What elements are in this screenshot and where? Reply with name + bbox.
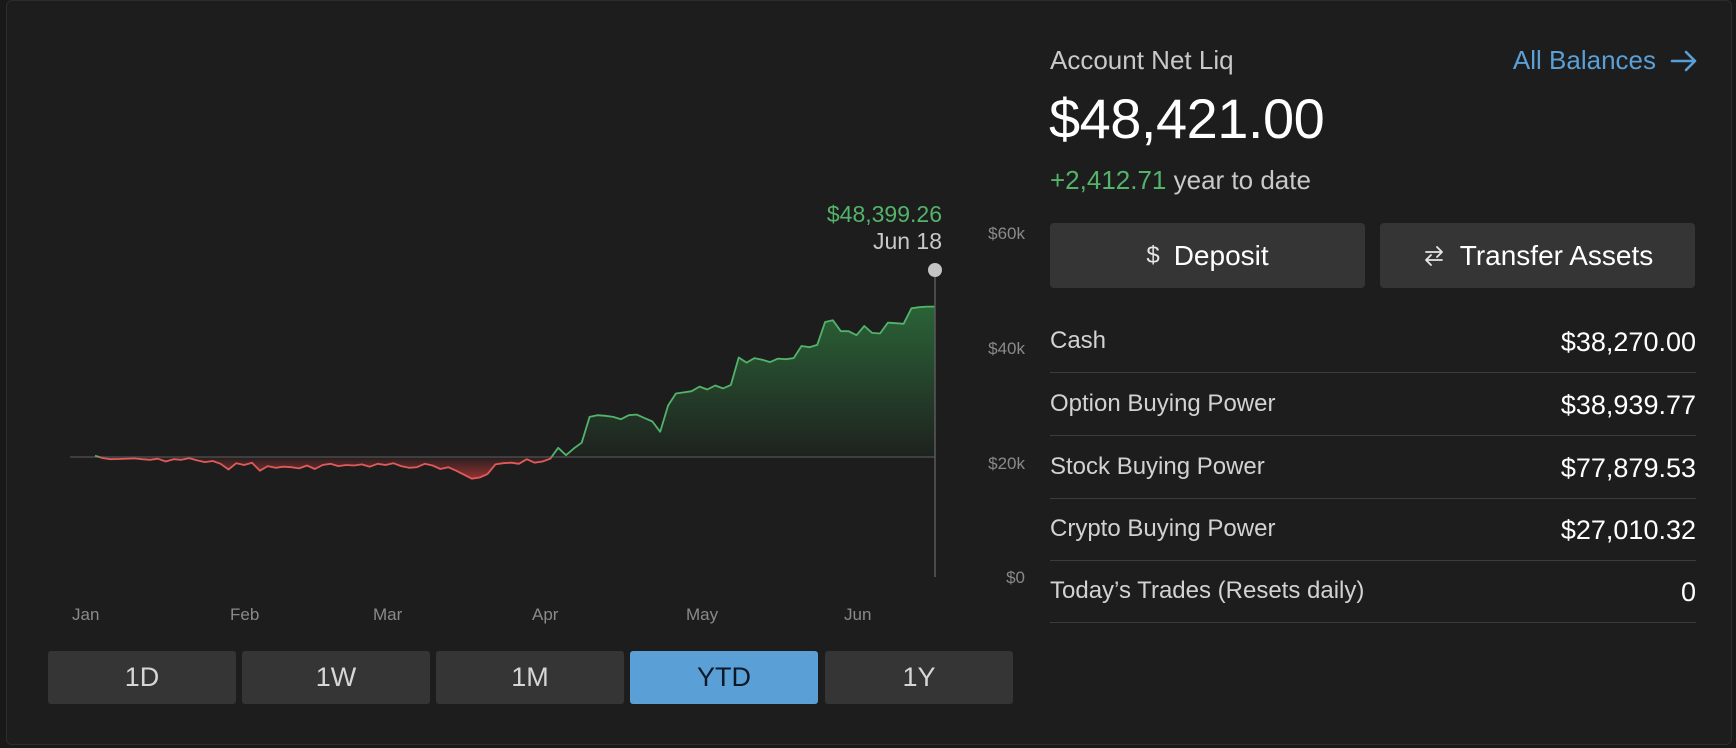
x-tick-label: Mar [373, 605, 403, 624]
ytd-change-label: year to date [1173, 165, 1311, 195]
deposit-label: Deposit [1173, 239, 1269, 271]
balance-value: $38,939.77 [1560, 390, 1696, 420]
y-tick-label: $40k [988, 339, 1025, 358]
balance-row-cash: Cash $38,270.00 [1050, 311, 1696, 373]
balance-value: $27,010.32 [1560, 515, 1696, 545]
transfer-assets-button[interactable]: Transfer Assets [1380, 223, 1695, 288]
balance-value: $77,879.53 [1560, 453, 1696, 483]
x-tick-label: May [686, 605, 719, 624]
range-button-1y[interactable]: 1Y [825, 651, 1013, 704]
y-tick-label: $0 [1006, 568, 1025, 587]
ytd-change: +2,412.71 year to date [1050, 165, 1311, 196]
x-tick-label: Feb [230, 605, 260, 624]
gain-area [551, 306, 935, 457]
balance-value: 0 [1680, 577, 1696, 607]
balance-label: Crypto Buying Power [1050, 515, 1276, 542]
dollar-icon: $ [1146, 241, 1160, 269]
balance-row-stock-buying-power: Stock Buying Power $77,879.53 [1050, 437, 1696, 499]
transfer-assets-label: Transfer Assets [1459, 239, 1654, 271]
x-tick-label: Jan [72, 605, 100, 624]
chart-tooltip-value: $48,399.26 [826, 201, 942, 227]
net-liq-value: $48,421.00 [1049, 87, 1325, 150]
x-tick-label: Jun [844, 605, 872, 624]
all-balances-link[interactable]: All Balances [1513, 45, 1698, 76]
x-tick-label: Apr [532, 605, 559, 624]
balance-row-crypto-buying-power: Crypto Buying Power $27,010.32 [1050, 499, 1696, 561]
gain-series-line [550, 305, 935, 458]
balance-value: $38,270.00 [1560, 327, 1696, 357]
balance-label: Cash [1050, 327, 1107, 354]
y-tick-label: $60k [988, 224, 1025, 243]
crosshair-marker [928, 263, 942, 277]
range-button-1m[interactable]: 1M [436, 651, 624, 704]
gain-series-line [94, 454, 100, 458]
account-title: Account Net Liq [1050, 45, 1234, 75]
balance-label: Option Buying Power [1050, 390, 1276, 417]
transfer-icon [1424, 245, 1443, 266]
range-button-1d[interactable]: 1D [48, 651, 236, 704]
arrow-right-icon [1670, 50, 1697, 71]
balance-label: Stock Buying Power [1050, 453, 1265, 480]
balance-row-todays-trades: Today’s Trades (Resets daily) 0 [1050, 561, 1696, 623]
range-button-ytd[interactable]: YTD [630, 651, 818, 704]
loss-series-line [98, 456, 553, 480]
deposit-button[interactable]: $ Deposit [1050, 223, 1365, 288]
chart-tooltip-date: Jun 18 [872, 228, 942, 254]
ytd-change-amount: +2,412.71 [1050, 165, 1167, 195]
y-tick-label: $20k [988, 454, 1025, 473]
balance-row-option-buying-power: Option Buying Power $38,939.77 [1050, 374, 1696, 436]
all-balances-label: All Balances [1512, 45, 1656, 75]
range-button-1w[interactable]: 1W [242, 651, 430, 704]
loss-area [98, 456, 552, 479]
balance-label: Today’s Trades (Resets daily) [1050, 577, 1365, 604]
